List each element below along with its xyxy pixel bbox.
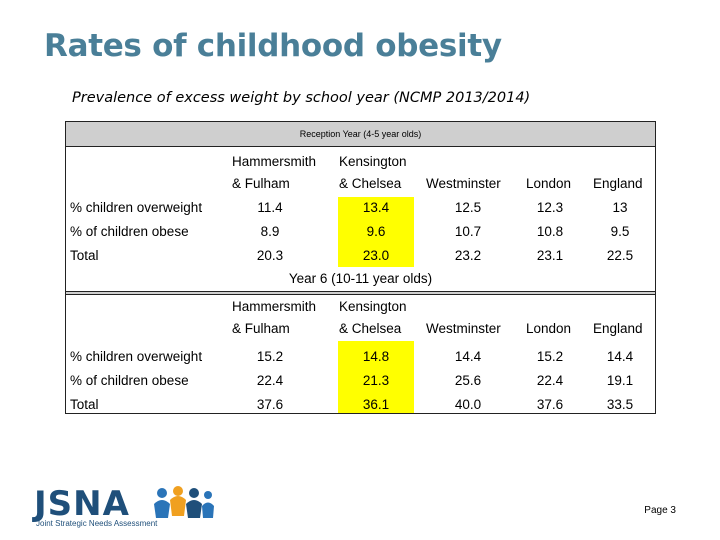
- col-header-kc-line2: & Chelsea: [339, 321, 402, 336]
- col-header-england: England: [593, 176, 643, 191]
- logo-wordmark: JSNA: [34, 484, 130, 524]
- reception-value: 8.9: [260, 224, 280, 239]
- year6-row-label: Total: [70, 397, 99, 412]
- year6-value: 21.3: [362, 373, 390, 388]
- reception-row-label: % children overweight: [70, 200, 203, 215]
- col-header-hf-line2: & Fulham: [232, 321, 290, 336]
- col-header-kc-line1: Kensington: [339, 299, 407, 314]
- logo-tagline: Joint Strategic Needs Assessment: [36, 519, 158, 528]
- page-number: Page 3: [644, 505, 676, 516]
- year6-value: 25.6: [454, 373, 482, 388]
- subtitle: Prevalence of excess weight by school ye…: [72, 90, 531, 106]
- col-header-kc-line1: Kensington: [339, 154, 407, 169]
- reception-heading-band: Reception Year (4-5 year olds): [66, 122, 655, 147]
- reception-value: 9.6: [366, 224, 386, 239]
- year6-value: 19.1: [606, 373, 634, 388]
- reception-value: 11.4: [257, 200, 283, 215]
- kc-highlight-year6: [338, 341, 414, 413]
- reception-heading: Reception Year (4-5 year olds): [299, 129, 422, 139]
- reception-value: 22.5: [606, 248, 634, 263]
- reception-value: 23.0: [362, 248, 390, 263]
- col-header-hf-line1: Hammersmith: [232, 154, 317, 169]
- reception-value: 9.5: [610, 224, 630, 239]
- col-header-hf-line1: Hammersmith: [232, 299, 317, 314]
- col-header-westminster: Westminster: [426, 176, 501, 191]
- reception-value: 23.2: [454, 248, 482, 263]
- reception-value: 10.7: [454, 224, 482, 239]
- year6-value: 40.0: [454, 397, 482, 412]
- col-header-hf-line2: & Fulham: [232, 176, 290, 191]
- reception-value: 13.4: [362, 200, 390, 215]
- reception-value: 13: [612, 200, 628, 215]
- reception-row-label: Total: [70, 248, 99, 263]
- year6-value: 14.8: [362, 349, 390, 364]
- col-header-england: England: [593, 321, 643, 336]
- year6-value: 37.6: [536, 397, 564, 412]
- obesity-table: Reception Year (4-5 year olds) Hammersmi…: [65, 121, 656, 414]
- year6-row-label: % of children obese: [70, 373, 189, 388]
- slide-title: Rates of childhood obesity: [44, 28, 502, 64]
- year6-value: 14.4: [454, 349, 482, 364]
- year6-value: 37.6: [256, 397, 284, 412]
- year6-value: 14.4: [606, 349, 634, 364]
- reception-value: 10.8: [536, 224, 564, 239]
- year6-separator: [66, 291, 655, 295]
- year6-value: 22.4: [536, 373, 564, 388]
- reception-row-label: % of children obese: [70, 224, 189, 239]
- col-header-london: London: [526, 321, 572, 336]
- jsna-logo: JSNA Joint Strategic Needs Assessment: [34, 486, 234, 530]
- col-header-westminster: Westminster: [426, 321, 501, 336]
- reception-value: 20.3: [256, 248, 284, 263]
- year6-value: 33.5: [606, 397, 634, 412]
- reception-value: 12.3: [536, 200, 564, 215]
- col-header-london: London: [526, 176, 572, 191]
- year6-value: 36.1: [362, 397, 390, 412]
- year6-heading: Year 6 (10-11 year olds): [288, 271, 433, 286]
- year6-value: 15.2: [256, 349, 284, 364]
- kc-highlight-reception: [338, 197, 414, 267]
- year6-value: 15.2: [536, 349, 564, 364]
- year6-value: 22.4: [256, 373, 284, 388]
- reception-value: 23.1: [536, 248, 564, 263]
- col-header-kc-line2: & Chelsea: [339, 176, 402, 191]
- year6-row-label: % children overweight: [70, 349, 203, 364]
- reception-value: 12.5: [454, 200, 482, 215]
- people-logo-icon: [154, 486, 214, 518]
